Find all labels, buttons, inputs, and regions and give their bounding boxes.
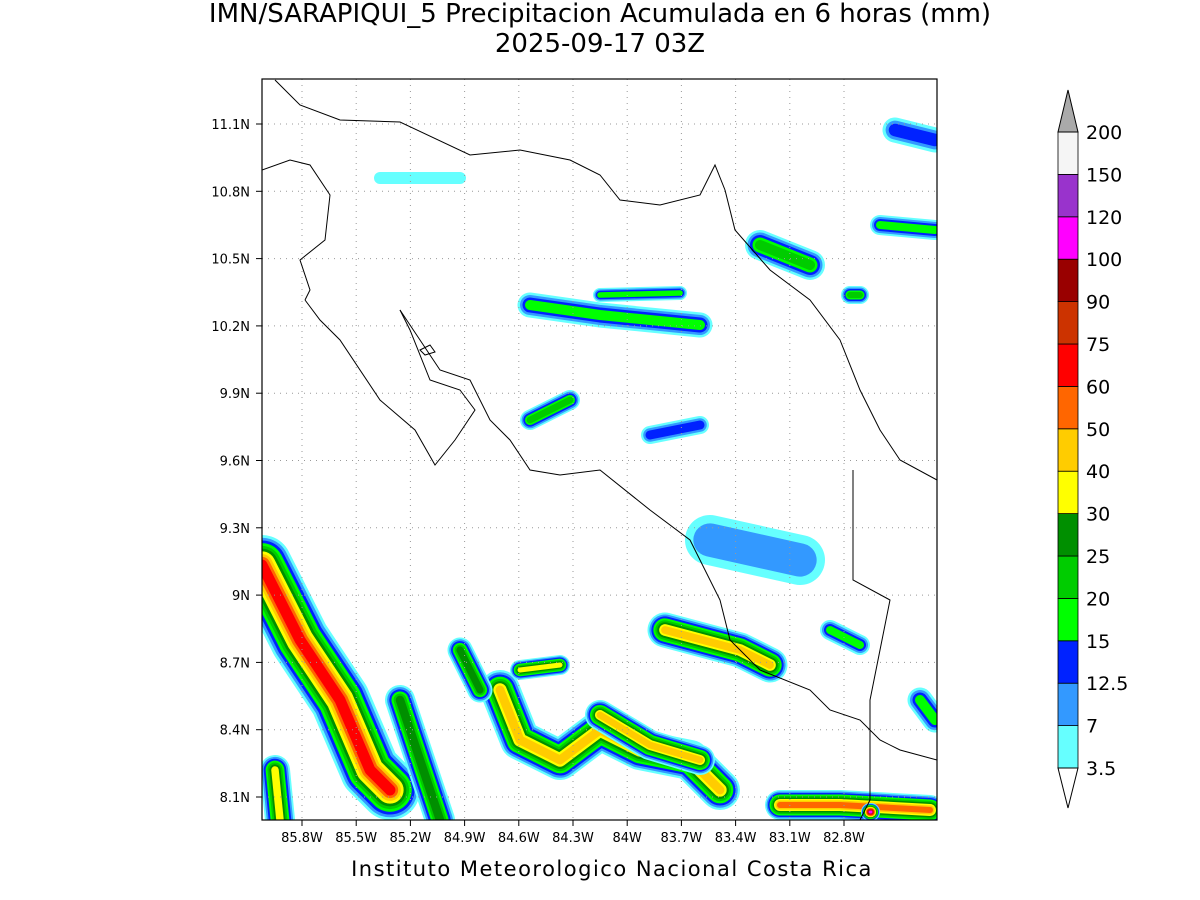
colorbar-label: 40 (1086, 461, 1110, 483)
y-tick-label: 9.6N (220, 455, 250, 470)
color-bin (1057, 513, 1079, 557)
colorbar-label: 150 (1086, 164, 1122, 186)
colorbar-label: 120 (1086, 207, 1122, 229)
x-tick-label: 84W (612, 831, 642, 846)
rain-area (693, 523, 817, 577)
colorbar-label: 25 (1086, 546, 1110, 568)
rain-area (596, 711, 704, 764)
y-tick-label: 11.1N (211, 118, 250, 133)
x-tick-label: 85.8W (281, 831, 323, 846)
color-bin (1057, 640, 1079, 684)
colorbar-label: 50 (1086, 419, 1110, 441)
rain-area (755, 240, 815, 270)
colorbar-label: 7 (1086, 716, 1098, 738)
rain-area (271, 766, 284, 820)
rain-area (395, 695, 445, 820)
y-tick-label: 9.3N (220, 522, 250, 537)
rain-area (777, 802, 933, 813)
color-bin (1057, 301, 1079, 345)
colorbar-label: 3.5 (1086, 758, 1116, 780)
colorbar-label: 90 (1086, 292, 1110, 314)
rain-area (645, 420, 705, 440)
colorbar-label: 100 (1086, 249, 1122, 271)
rain-area (517, 662, 563, 673)
x-tick-label: 84.9W (444, 831, 486, 846)
x-tick-label: 82.8W (823, 831, 865, 846)
rain-area (526, 396, 574, 424)
footer: Instituto Meteorologico Nacional Costa R… (351, 857, 873, 881)
y-tick-label: 8.7N (220, 656, 250, 671)
rain-area (597, 290, 683, 298)
x-tick-label: 83.1W (769, 831, 811, 846)
colorbar-label: 60 (1086, 376, 1110, 398)
y-tick-label: 9.9N (220, 387, 250, 402)
color-bin (1057, 470, 1079, 515)
colorbar-label: 30 (1086, 504, 1110, 526)
rain-area (525, 300, 705, 330)
rain-area (826, 626, 864, 649)
x-tick-label: 84.6W (498, 831, 540, 846)
color-bin (1057, 131, 1079, 175)
color-bin (1057, 555, 1079, 599)
x-tick-label: 85.5W (335, 831, 377, 846)
y-tick-label: 8.4N (220, 724, 250, 739)
color-bin (1057, 258, 1079, 303)
title: IMN/SARAPIQUI_5 Precipitacion Acumulada … (209, 0, 991, 29)
x-tick-label: 85.2W (389, 831, 431, 846)
y-tick-label: 10.5N (211, 253, 250, 268)
precipitation-field (262, 117, 937, 820)
rain-area (262, 559, 396, 796)
color-bin (1057, 216, 1079, 260)
grid: 85.8W 85.5W 85.2W 84.9W 84.6W 84.3W 84W 83.7W 83… (211, 79, 937, 846)
rain-area (888, 123, 937, 147)
color-bin (1057, 682, 1079, 727)
y-tick-label: 9N (232, 589, 250, 604)
rain-area (456, 646, 484, 694)
y-tick-label: 10.2N (211, 320, 250, 335)
colorbar-label: 75 (1086, 334, 1110, 356)
color-bin (1057, 173, 1079, 218)
over-triangle (1057, 89, 1079, 133)
y-tick-label: 8.1N (220, 791, 250, 806)
color-bin (1057, 598, 1079, 642)
x-tick-label: 83.7W (660, 831, 702, 846)
map-frame (261, 78, 938, 821)
colorbar-label: 12.5 (1086, 673, 1128, 695)
colorbar-label: 200 (1086, 122, 1122, 144)
color-bin (1057, 385, 1079, 430)
color-bin (1057, 343, 1079, 387)
y-tick-label: 10.8N (211, 185, 250, 200)
colorbar: 3.5 7 12.5 15 20 25 30 40 50 60 75 90 100 120 150 200 (1057, 89, 1128, 809)
x-tick-label: 83.4W (715, 831, 757, 846)
rain-area (915, 695, 937, 725)
subtitle: 2025-09-17 03Z (495, 29, 705, 59)
x-tick-label: 84.3W (552, 831, 594, 846)
color-bin (1057, 725, 1079, 769)
coastlines (262, 79, 937, 820)
colorbar-label: 20 (1086, 588, 1110, 610)
colorbar-label: 15 (1086, 631, 1110, 653)
rain-area (876, 221, 937, 234)
color-bin (1057, 428, 1079, 472)
under-triangle (1057, 767, 1079, 809)
